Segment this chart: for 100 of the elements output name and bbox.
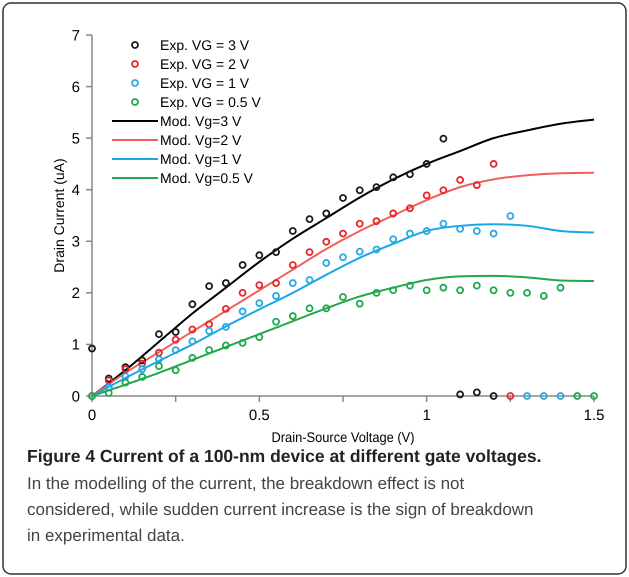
point	[188, 300, 196, 308]
point	[372, 183, 380, 192]
point	[222, 342, 230, 350]
point	[272, 292, 280, 300]
legend-label: Exp. VG = 3 V	[160, 36, 250, 53]
point	[172, 366, 180, 374]
point	[322, 259, 330, 267]
point	[222, 279, 230, 287]
point	[288, 312, 297, 320]
legend-label: Mod. Vg=3 V	[160, 112, 242, 129]
legend-label: Exp. VG = 0.5 V	[160, 94, 262, 110]
legend-label: Mod. Vg=0.5 V	[160, 170, 254, 186]
y-axis-title: Drain Current (uA)	[51, 158, 67, 273]
point	[372, 246, 380, 254]
point	[272, 279, 280, 287]
point	[573, 392, 582, 400]
text: Figure 4 Current of a 100-nm device at different gate voltages.	[27, 446, 542, 466]
y-tick-label: 1	[72, 336, 80, 354]
point	[406, 204, 414, 212]
point	[556, 284, 564, 292]
point	[490, 230, 498, 238]
point	[506, 212, 514, 220]
point	[440, 134, 448, 143]
y-tick-label: 4	[72, 182, 80, 199]
point	[356, 300, 364, 308]
point	[122, 378, 130, 386]
point	[306, 276, 314, 284]
point	[288, 227, 297, 235]
point	[238, 338, 246, 347]
point	[306, 304, 314, 312]
point	[322, 304, 330, 312]
legend-label: Mod. Vg=1 V	[160, 150, 242, 167]
point	[188, 354, 196, 362]
x-tick-label: 1	[422, 407, 431, 424]
point	[138, 356, 146, 364]
point	[456, 225, 464, 233]
point	[422, 191, 431, 200]
point	[138, 373, 146, 381]
point	[456, 176, 464, 184]
point	[356, 186, 364, 194]
point	[422, 286, 431, 294]
point	[472, 227, 481, 235]
point	[172, 336, 180, 344]
point	[306, 248, 314, 256]
x-tick-label: 0.5	[248, 407, 270, 424]
x-axis-title: Drain-Source Voltage (V)	[271, 430, 415, 446]
point	[306, 215, 314, 224]
point	[456, 390, 464, 398]
point	[188, 337, 196, 346]
point	[440, 186, 448, 194]
point	[472, 282, 481, 290]
point	[456, 286, 464, 294]
point	[540, 392, 548, 400]
y-tick-label: 6	[72, 78, 80, 96]
y-tick-label: 5	[72, 130, 80, 148]
point	[272, 318, 280, 326]
point	[138, 360, 146, 368]
legend-label: Mod. Vg=2 V	[160, 132, 242, 148]
point	[238, 288, 246, 297]
point	[540, 292, 548, 300]
point	[490, 392, 498, 400]
point	[440, 284, 448, 292]
point	[172, 328, 180, 336]
point	[372, 217, 380, 226]
legend-label: Exp. VG = 1 V	[160, 74, 250, 91]
point	[104, 383, 113, 392]
point	[422, 160, 431, 168]
point	[490, 160, 498, 168]
x-tick-label: 0	[88, 407, 96, 424]
point	[389, 286, 398, 294]
point	[138, 365, 146, 374]
point	[238, 308, 246, 316]
point	[406, 230, 414, 238]
point	[205, 320, 214, 328]
text: In the modelling of the current, the breakdown effect is not considered, while sudden current increase is the sign of breakdown in experimental data.	[27, 474, 534, 545]
y-tick-label: 0	[72, 388, 80, 406]
point	[389, 210, 398, 218]
point	[172, 346, 180, 354]
point	[339, 293, 347, 301]
point	[155, 355, 163, 364]
point	[356, 220, 364, 228]
point	[506, 288, 514, 297]
point	[155, 362, 163, 370]
point	[322, 238, 330, 246]
point	[155, 348, 163, 357]
x-tick-label: 1.5	[584, 407, 604, 424]
point	[472, 388, 481, 396]
point	[255, 333, 264, 342]
point	[372, 288, 380, 297]
point	[205, 327, 214, 335]
point	[472, 181, 481, 189]
point	[122, 372, 130, 380]
point	[155, 330, 163, 338]
point	[88, 344, 96, 352]
point	[104, 389, 113, 397]
point	[222, 304, 230, 313]
point	[255, 299, 264, 308]
point	[389, 235, 398, 244]
legend-label: Exp. VG = 2 V	[160, 56, 250, 72]
point	[322, 210, 330, 218]
